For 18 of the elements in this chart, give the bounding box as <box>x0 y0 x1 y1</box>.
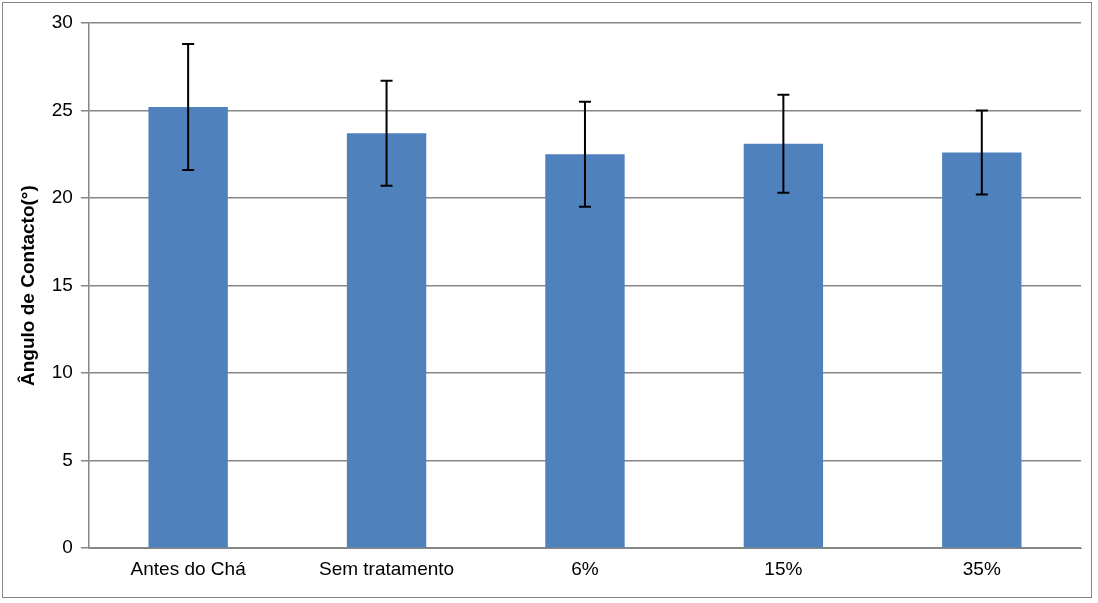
bar <box>148 107 228 548</box>
bar <box>346 133 427 548</box>
y-tick-label: 30 <box>51 11 73 33</box>
x-tick-label: 6% <box>571 557 599 579</box>
bar <box>545 154 625 548</box>
y-tick-label: 20 <box>51 186 73 208</box>
x-tick-label: Sem tratamento <box>318 557 455 579</box>
y-axis-title: Ângulo de Contacto(°) <box>16 185 38 386</box>
x-tick-label: Antes do Chá <box>130 557 247 579</box>
bar <box>743 143 824 548</box>
bar <box>942 152 1022 548</box>
y-tick-label: 25 <box>51 98 73 120</box>
y-tick-label: 5 <box>62 448 73 470</box>
y-tick-label: 15 <box>51 273 73 295</box>
y-tick-label: 10 <box>51 361 73 383</box>
y-tick-label: 0 <box>62 536 73 558</box>
x-tick-label: 15% <box>764 557 803 579</box>
x-tick-label: 35% <box>962 557 1001 579</box>
